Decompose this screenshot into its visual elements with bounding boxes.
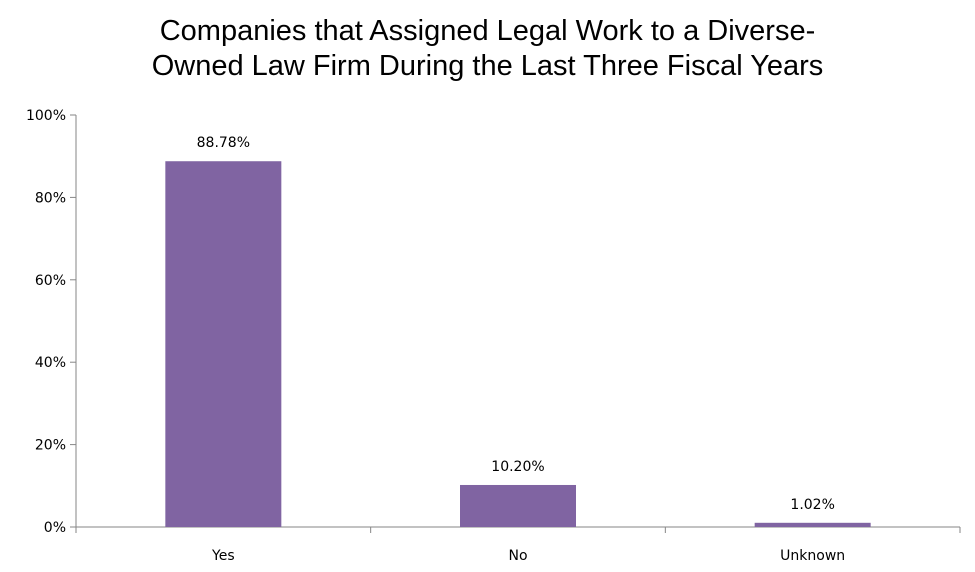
x-tick-label: Yes	[211, 548, 235, 564]
y-tick-label: 60%	[35, 273, 66, 289]
y-tick-label: 20%	[35, 438, 66, 454]
chart-title-line-2: Owned Law Firm During the Last Three Fis…	[151, 50, 824, 82]
bar-yes	[165, 161, 282, 528]
bar-no	[460, 484, 576, 527]
chart-title-line-1: Companies that Assigned Legal Work to a …	[159, 15, 816, 47]
y-tick-label: 40%	[35, 355, 66, 371]
data-label: 1.02%	[790, 497, 834, 513]
chart-title: Companies that Assigned Legal Work to a …	[0, 14, 975, 84]
y-tick-label: 80%	[35, 190, 66, 206]
x-tick-label: No	[508, 548, 527, 564]
labels: 0% 20% 40% 60% 80% 100% 88.78% Yes 10.20% No 1.02%…	[26, 108, 845, 564]
bars	[165, 161, 871, 528]
y-tick-label: 100%	[26, 108, 66, 124]
bar-unknown	[754, 522, 871, 527]
data-label: 10.20%	[491, 459, 544, 475]
y-tick-label: 0%	[44, 520, 66, 536]
x-tick-label: Unknown	[780, 548, 845, 564]
data-label: 88.78%	[197, 135, 250, 151]
